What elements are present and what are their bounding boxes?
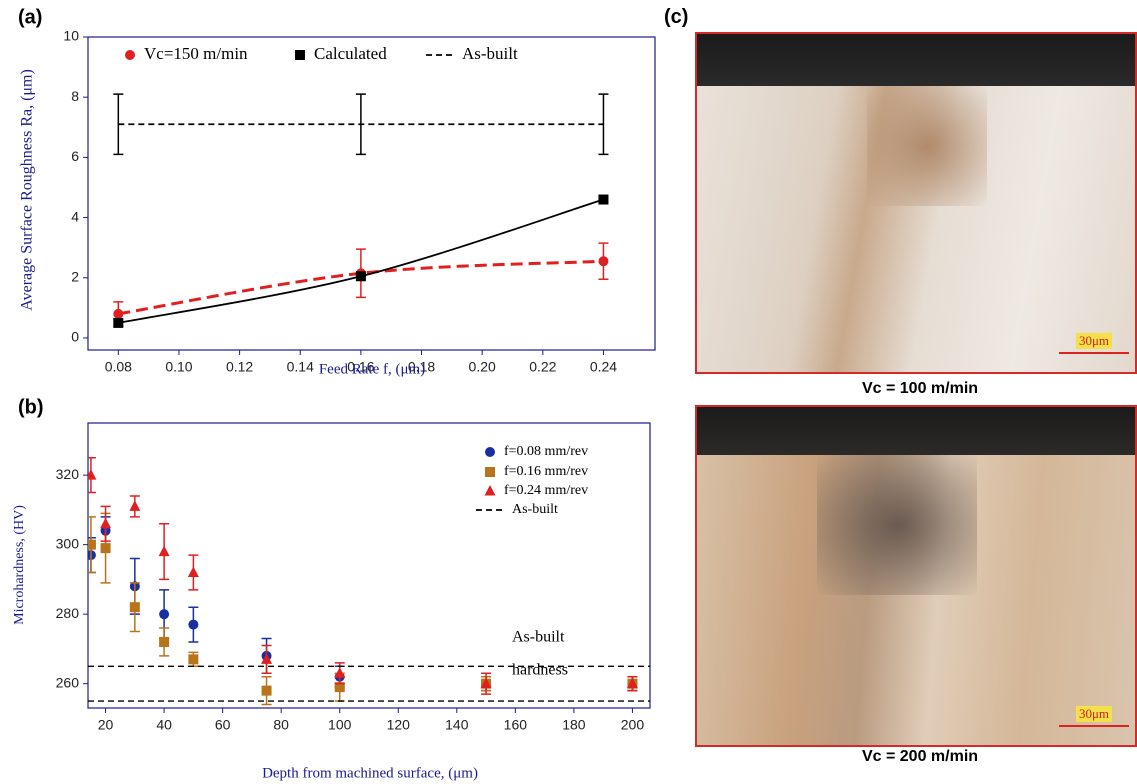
- annotation: hardness: [512, 662, 568, 679]
- marker: [262, 686, 272, 696]
- error-bar: [356, 94, 366, 154]
- y-tick-label: 320: [56, 466, 80, 482]
- scale-bar: 30μm: [1059, 332, 1129, 354]
- caption: Vc = 200 m/min: [820, 748, 1020, 766]
- marker: [100, 518, 111, 529]
- legend-label: As-built: [462, 44, 518, 63]
- figure: (a)0.080.100.120.140.160.180.200.220.240…: [0, 0, 1137, 784]
- marker: [188, 566, 199, 577]
- x-tick-label: 20: [98, 717, 114, 733]
- x-tick-label: 120: [387, 717, 411, 733]
- scale-bar: 30μm: [1059, 705, 1129, 727]
- plot-area: [113, 94, 608, 328]
- x-tick-label: 40: [156, 717, 172, 733]
- y-tick-label: 2: [71, 268, 79, 284]
- marker: [598, 256, 608, 266]
- x-tick-label: 100: [328, 717, 352, 733]
- legend-label: f=0.08 mm/rev: [504, 444, 588, 459]
- y-tick-label: 4: [71, 208, 79, 224]
- marker: [113, 318, 123, 328]
- marker: [159, 637, 169, 647]
- caption: Vc = 100 m/min: [820, 380, 1020, 398]
- legend-label: f=0.24 mm/rev: [504, 483, 588, 498]
- x-axis-label: Feed Rate f, (μm): [319, 361, 425, 377]
- y-tick-label: 0: [71, 329, 79, 345]
- marker: [598, 195, 608, 205]
- marker: [188, 654, 198, 664]
- micrograph: 30μm: [695, 405, 1137, 747]
- scale-label: 30μm: [1076, 706, 1112, 722]
- marker: [130, 602, 140, 612]
- x-tick-label: 0.12: [226, 359, 253, 375]
- x-tick-label: 140: [445, 717, 469, 733]
- x-axis-label: Depth from machined surface, (μm): [262, 765, 478, 781]
- scale-label: 30μm: [1076, 333, 1112, 349]
- y-axis-label: Microhardness, (HV): [12, 505, 27, 625]
- x-tick-label: 80: [273, 717, 289, 733]
- y-tick-label: 10: [63, 28, 79, 44]
- legend-label: f=0.16 mm/rev: [504, 464, 588, 479]
- marker: [101, 543, 111, 553]
- x-tick-label: 60: [215, 717, 231, 733]
- marker: [129, 500, 140, 511]
- legend-marker: [485, 467, 495, 477]
- panel-label: (b): [18, 396, 44, 418]
- x-tick-label: 0.20: [469, 359, 496, 375]
- legend-marker: [295, 50, 305, 60]
- y-tick-label: 8: [71, 88, 79, 104]
- marker: [356, 271, 366, 281]
- x-tick-label: 0.24: [590, 359, 617, 375]
- legend-marker: [125, 50, 135, 60]
- marker: [159, 609, 169, 619]
- marker: [188, 620, 198, 630]
- y-tick-label: 280: [56, 605, 80, 621]
- x-tick-label: 180: [562, 717, 586, 733]
- x-tick-label: 0.08: [105, 359, 132, 375]
- texture: [867, 86, 987, 206]
- marker: [113, 309, 123, 319]
- legend-label: As-built: [512, 502, 558, 517]
- marker: [159, 546, 170, 557]
- legend-marker: [485, 485, 496, 496]
- legend-label: Calculated: [314, 44, 387, 63]
- x-tick-label: 160: [504, 717, 528, 733]
- y-tick-label: 260: [56, 674, 80, 690]
- y-axis-label: Average Surface Roughness Ra, (μm): [19, 69, 36, 311]
- resin-band: [697, 407, 1135, 455]
- resin-band: [697, 34, 1135, 86]
- x-tick-label: 0.14: [287, 359, 314, 375]
- annotation: As-built: [512, 629, 565, 646]
- x-tick-label: 0.22: [529, 359, 556, 375]
- texture: [817, 455, 977, 595]
- x-tick-label: 200: [621, 717, 645, 733]
- legend-label: Vc=150 m/min: [144, 44, 248, 63]
- micrograph: 30μm: [695, 32, 1137, 374]
- panel-label: (c): [664, 6, 688, 29]
- y-tick-label: 6: [71, 148, 79, 164]
- marker: [85, 469, 96, 480]
- x-tick-label: 0.10: [165, 359, 192, 375]
- legend-marker: [485, 447, 495, 457]
- y-tick-label: 300: [56, 535, 80, 551]
- panel-label: (a): [18, 6, 42, 28]
